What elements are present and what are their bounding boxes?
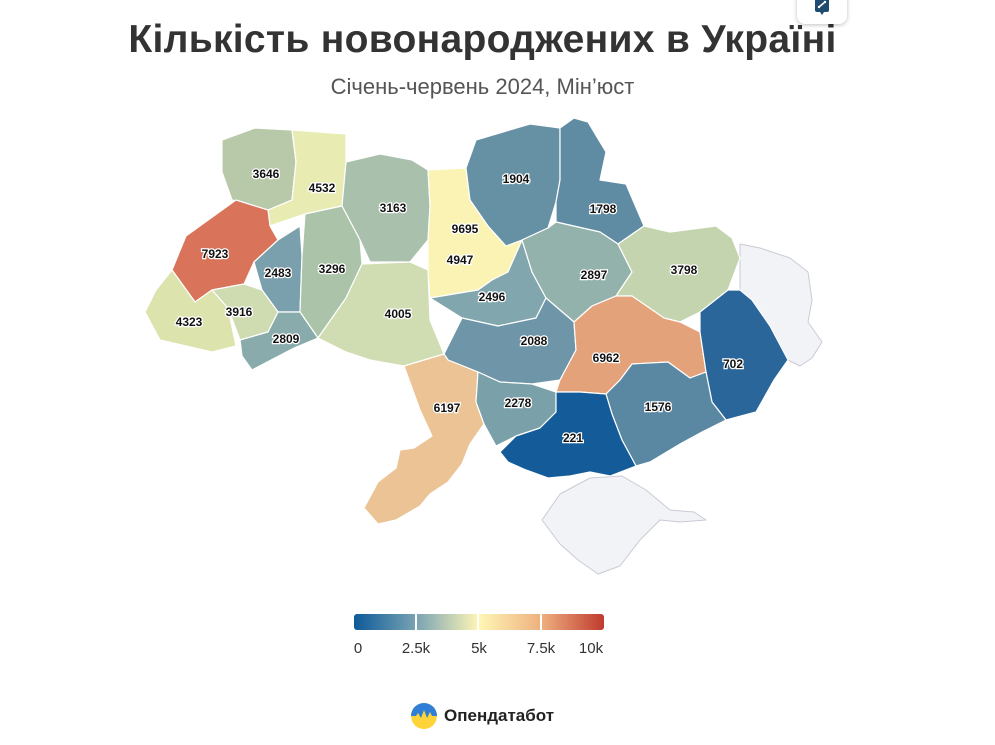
- region-value-label: 7923: [202, 247, 229, 261]
- legend-tick: [415, 614, 417, 630]
- legend-label-5000: 5k: [471, 640, 487, 657]
- region-value-label: 1904: [503, 172, 530, 186]
- share-icon: [815, 0, 829, 15]
- legend-label-7500: 7.5k: [526, 640, 556, 657]
- brand[interactable]: Опендатабот: [410, 702, 554, 730]
- region-value-label: 4323: [176, 315, 203, 329]
- region-value-label: 3798: [671, 263, 698, 277]
- opendatabot-logo-icon: [411, 703, 437, 729]
- legend-tick: [540, 614, 542, 630]
- region-crimea[interactable]: [541, 475, 707, 575]
- region-value-label: 2496: [479, 290, 506, 304]
- region-value-label: 3646: [253, 167, 280, 181]
- region-value-label: 2088: [521, 334, 548, 348]
- region-value-label: 3916: [226, 305, 253, 319]
- legend-label-0: 0: [353, 640, 363, 657]
- region-value-label: 2483: [265, 266, 292, 280]
- region-kherson[interactable]: [499, 391, 637, 479]
- region-value-label: 702: [723, 357, 743, 371]
- share-button[interactable]: [797, 0, 847, 24]
- legend-label-2500: 2.5k: [401, 640, 431, 657]
- region-value-label: 2897: [581, 268, 608, 282]
- region-value-label: 221: [563, 431, 583, 445]
- region-value-label: 3163: [380, 201, 407, 215]
- region-chernihiv[interactable]: [465, 123, 561, 247]
- region-value-label: 4947: [447, 253, 474, 267]
- region-rivne[interactable]: [267, 129, 347, 227]
- region-odesa[interactable]: [363, 353, 485, 525]
- legend-tick: [477, 614, 479, 630]
- brand-name: Опендатабот: [444, 706, 555, 725]
- region-value-label: 1798: [590, 202, 617, 216]
- color-scale-legend: [354, 614, 604, 630]
- region-value-label: 4532: [309, 181, 336, 195]
- region-value-label: 4005: [385, 307, 412, 321]
- region-value-label: 1576: [645, 400, 672, 414]
- region-value-label: 3296: [319, 262, 346, 276]
- region-zakarpattia[interactable]: [144, 269, 237, 353]
- region-value-label: 6197: [434, 401, 461, 415]
- region-value-label: 9695: [452, 222, 479, 236]
- region-value-label: 6962: [593, 351, 620, 365]
- region-value-label: 2278: [505, 396, 532, 410]
- region-value-label: 2809: [273, 332, 300, 346]
- legend-label-10000: 10k: [578, 640, 604, 657]
- page-title: Кількість новонароджених в Україні: [128, 18, 837, 61]
- page-subtitle: Січень-червень 2024, Мін’юст: [330, 74, 635, 99]
